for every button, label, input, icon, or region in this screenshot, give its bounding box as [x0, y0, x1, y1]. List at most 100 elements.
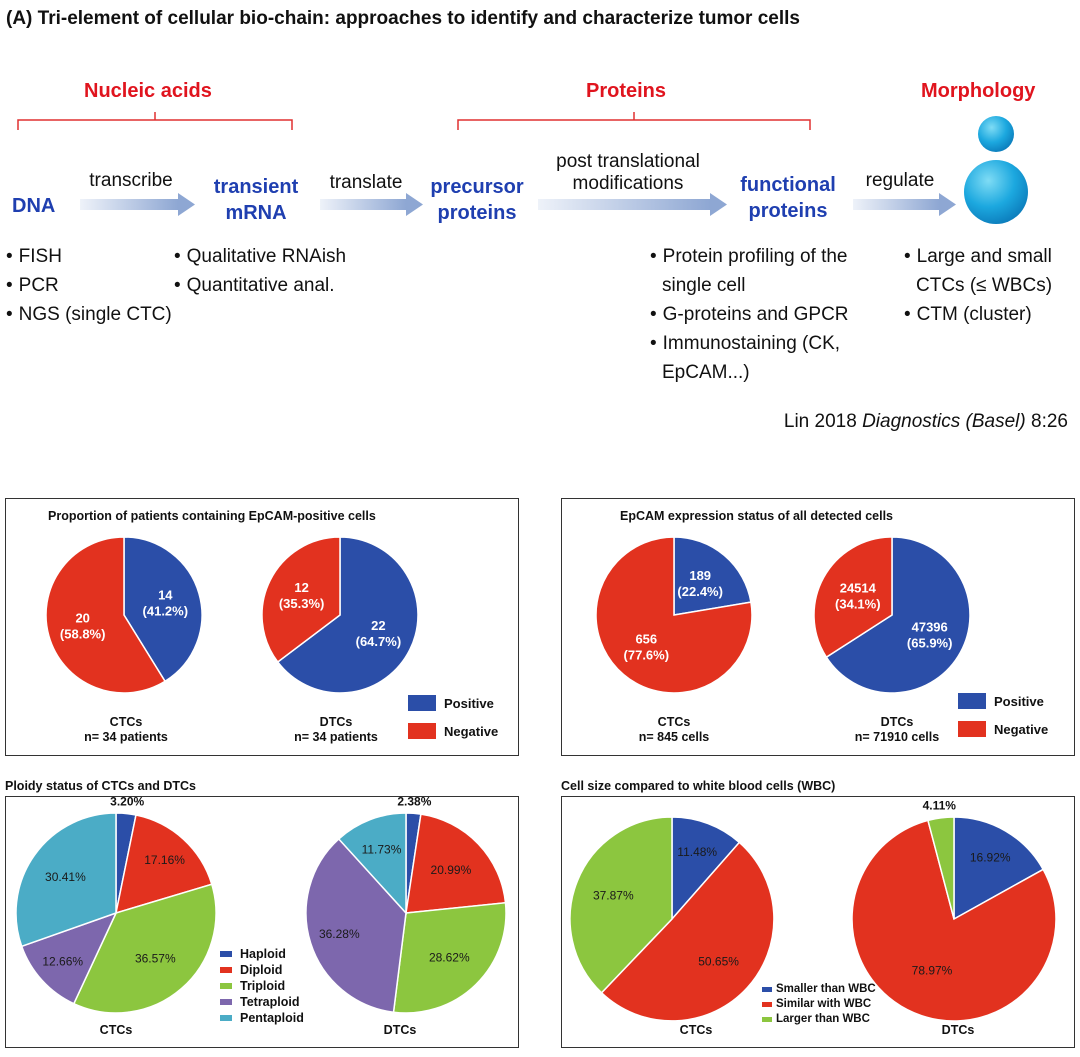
pie-slice-ctcs-positive: [673, 536, 752, 616]
figure-title: (A) Tri-element of cellular bio-chain: a…: [6, 8, 800, 29]
pie-slice-dtcs-similar-with-wbc: [851, 819, 1057, 1022]
list-item: NGS (single CTC): [6, 300, 172, 329]
pie-label-dtcs: DTCs n= 34 patients: [294, 715, 378, 744]
pie-label-ctcs-positive: 14 (41.2%): [143, 587, 189, 618]
pie-label-dtcs-positive: 47396 (65.9%): [907, 620, 953, 651]
pie-label-dtcs-pentaploid: 11.73%: [362, 843, 402, 857]
pie-label-ctcs-triploid: 36.57%: [135, 951, 176, 965]
arrow-ptm: [538, 193, 727, 216]
panel-ploidy: 3.20% 17.16% 36.57% 12.66% 30.41% 2.38% 20.99%…: [5, 796, 519, 1048]
pie-slice-dtcs-triploid: [392, 901, 507, 1014]
pie-label-dtcs: DTCs: [383, 1023, 417, 1037]
pie-label-dtcs-negative: 12 (35.3%): [279, 580, 325, 611]
chart-title-ploidy: Ploidy status of CTCs and DTCs: [5, 779, 196, 793]
pie-label-ctcs: CTCs: [99, 1023, 133, 1037]
pie-label-dtcs-positive: 22 (64.7%): [356, 618, 402, 649]
group-nucleic-acids: Nucleic acids: [84, 80, 212, 102]
legend-smaller-than-wbc: Smaller than WBC: [762, 983, 876, 995]
legend-positive: Positive: [958, 693, 1044, 709]
pie-label-dtcs: DTCs n= 71910 cells: [854, 715, 940, 744]
group-morphology: Morphology: [921, 80, 1036, 102]
node-precursor-proteins: precursor proteins: [430, 176, 524, 224]
list-mrna-methods: Qualitative RNAish Quantitative anal.: [174, 242, 346, 300]
legend-pentaploid: Pentaploid: [220, 1011, 304, 1025]
list-item: Quantitative anal.: [174, 271, 346, 300]
pie-slice-dtcs-positive: [276, 536, 419, 694]
legend-positive: Positive: [408, 695, 494, 711]
flow-graphics: [17, 112, 1028, 224]
pie-label-ctcs-negative: 20 (58.8%): [60, 611, 106, 642]
list-item: G-proteins and GPCR: [650, 300, 872, 329]
panel-cells-epcam: EpCAM expression status of all detected …: [561, 498, 1075, 756]
list-item: PCR: [6, 271, 172, 300]
panel-cell-size: 11.48% 50.65% 37.87% 16.92% 78.97% 4.11% CTCs…: [561, 796, 1075, 1048]
bracket-nucleic-acids: [17, 112, 293, 130]
verb-transcribe: transcribe: [89, 170, 173, 191]
pie-slice-dtcs-negative: [813, 536, 893, 659]
pie-slice-dtcs-negative: [261, 536, 341, 664]
pie-label-ctcs-similar-with-wbc: 50.65%: [698, 955, 739, 969]
list-dna-methods: FISH PCR NGS (single CTC): [6, 242, 172, 329]
pie-slice-ctcs-smaller-than-wbc: [671, 816, 741, 921]
pie-label-dtcs-triploid: 28.62%: [429, 950, 470, 964]
legend-haploid: Haploid: [220, 947, 286, 961]
pies-patients-epcam: 14 (41.2%) 20 (58.8%) 22 (64.7%) 12 (35.3%): [45, 536, 419, 694]
pies-cell-size: 11.48% 50.65% 37.87% 16.92% 78.97% 4.11%: [569, 799, 1057, 1022]
chart-title-cell-size: Cell size compared to white blood cells …: [561, 779, 836, 793]
list-item: Protein profiling of the single cell: [650, 242, 872, 300]
legend-triploid: Triploid: [220, 979, 285, 993]
arrow-translate: [320, 193, 423, 216]
pie-slice-ctcs-tetraploid: [20, 911, 118, 1005]
list-item: CTM (cluster): [904, 300, 1074, 329]
pies-ploidy: 3.20% 17.16% 36.57% 12.66% 30.41% 2.38% 20.99%…: [15, 797, 507, 1014]
pie-slice-dtcs-tetraploid: [305, 837, 407, 1014]
list-morphology-methods: Large and small CTCs (≤ WBCs) CTM (clust…: [904, 242, 1074, 329]
legend-negative: Negative: [408, 723, 498, 739]
pie-label-dtcs-tetraploid: 36.28%: [319, 927, 360, 941]
node-functional-proteins: functional proteins: [740, 174, 836, 222]
pie-label-ctcs: CTCs: [679, 1023, 713, 1037]
pie-label-ctcs-pentaploid: 30.41%: [45, 870, 86, 884]
pie-label-ctcs-haploid: 3.20%: [110, 797, 144, 809]
pie-slice-ctcs-triploid: [72, 883, 217, 1014]
pie-label-dtcs-negative: 24514 (34.1%): [835, 580, 881, 611]
chart-title: Proportion of patients containing EpCAM-…: [48, 509, 376, 523]
legend-tetraploid: Tetraploid: [220, 995, 300, 1009]
pie-slice-ctcs-negative: [45, 536, 167, 694]
pie-slice-dtcs-positive: [825, 536, 971, 694]
pie-slice-ctcs-diploid: [115, 814, 213, 915]
arrow-transcribe: [80, 193, 195, 216]
verb-post-translational: post translational modifications: [556, 151, 700, 194]
pie-label-ctcs: CTCs n= 845 cells: [638, 715, 710, 744]
pie-label-dtcs-larger-than-wbc: 4.11%: [923, 799, 957, 813]
legend-similar-with-wbc: Similar with WBC: [762, 998, 871, 1010]
pie-label-dtcs: DTCs: [941, 1023, 975, 1037]
pie-slice-ctcs-negative: [595, 536, 753, 694]
pie-label-ctcs-larger-than-wbc: 37.87%: [593, 889, 634, 903]
pie-label-ctcs: CTCs n= 34 patients: [84, 715, 168, 744]
verb-translate: translate: [329, 172, 403, 193]
pie-slice-dtcs-pentaploid: [337, 812, 407, 915]
arrow-regulate: [853, 193, 956, 216]
node-dna: DNA: [12, 195, 56, 217]
pies-cells-epcam: 189 (22.4%) 656 (77.6%) 47396 (65.9%) 24514 (34…: [595, 536, 971, 694]
citation: Lin 2018 Diagnostics (Basel) 8:26: [783, 411, 1068, 432]
list-item: Qualitative RNAish: [174, 242, 346, 271]
pie-label-dtcs-similar-with-wbc: 78.97%: [912, 964, 953, 978]
pie-slice-ctcs-pentaploid: [15, 812, 117, 948]
list-protein-methods: Protein profiling of the single cell G-p…: [650, 242, 872, 387]
legend-negative: Negative: [958, 721, 1048, 737]
list-item: Large and small CTCs (≤ WBCs): [904, 242, 1074, 300]
pie-label-ctcs-diploid: 17.16%: [144, 853, 185, 867]
pie-label-ctcs-negative: 656 (77.6%): [624, 632, 670, 663]
legend-larger-than-wbc: Larger than WBC: [762, 1013, 870, 1025]
panel-patients-epcam: Proportion of patients containing EpCAM-…: [5, 498, 519, 756]
pie-slice-dtcs-diploid: [405, 813, 507, 914]
chart-title: EpCAM expression status of all detected …: [620, 509, 893, 523]
large-cell-icon: [964, 160, 1028, 224]
pie-label-ctcs-tetraploid: 12.66%: [42, 954, 83, 968]
verb-regulate: regulate: [865, 170, 935, 191]
pie-label-dtcs-smaller-than-wbc: 16.92%: [970, 851, 1011, 865]
pie-label-ctcs-positive: 189 (22.4%): [677, 568, 723, 599]
group-proteins: Proteins: [586, 80, 667, 102]
